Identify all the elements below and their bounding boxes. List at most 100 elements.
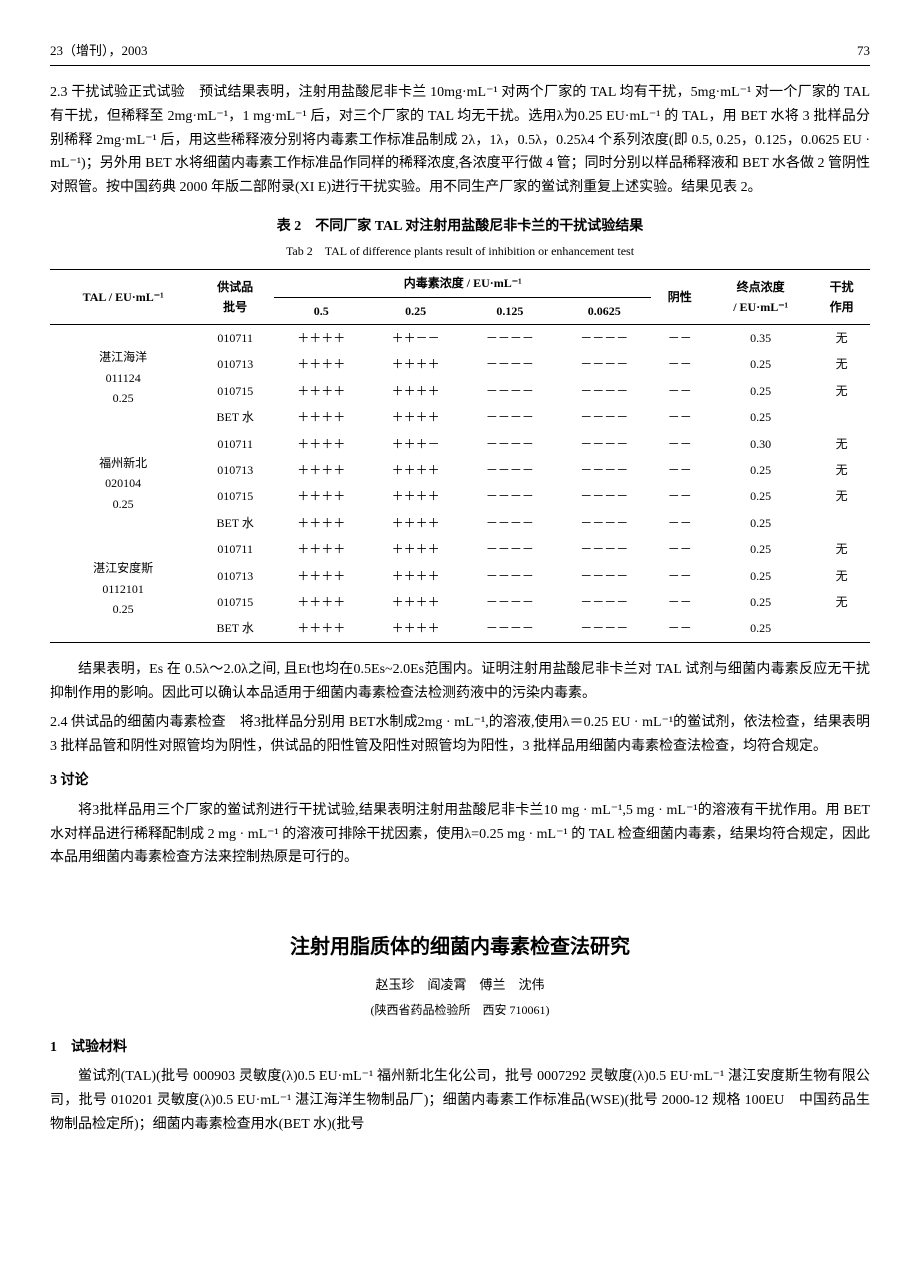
table-cell: ＋＋＋＋ xyxy=(368,536,462,562)
table-cell xyxy=(813,404,870,430)
article2-affiliation: (陕西省药品检验所 西安 710061) xyxy=(50,1000,870,1020)
table-cell: 010713 xyxy=(196,563,274,589)
table-cell: 无 xyxy=(813,378,870,404)
table-cell: ＋＋＋＋ xyxy=(368,615,462,642)
table-cell: 0.35 xyxy=(708,325,813,352)
table-cell: 无 xyxy=(813,563,870,589)
table-cell: 010711 xyxy=(196,325,274,352)
table-cell: －－－－ xyxy=(557,431,651,457)
para-2-3: 2.3 干扰试验正式试验 预试结果表明，注射用盐酸尼非卡兰 10mg·mL⁻¹ … xyxy=(50,81,870,200)
table-cell: ＋＋＋＋ xyxy=(368,457,462,483)
table-cell: －－ xyxy=(651,457,708,483)
page-header: 23（增刊），2003 73 xyxy=(50,40,870,66)
table-cell: 010713 xyxy=(196,351,274,377)
table-cell: －－－－ xyxy=(463,431,557,457)
table-cell: ＋＋＋＋ xyxy=(274,536,368,562)
table-cell: ＋＋－－ xyxy=(368,325,462,352)
table-cell: ＋＋＋＋ xyxy=(274,483,368,509)
table-cell: －－－－ xyxy=(463,510,557,536)
table-cell: －－－－ xyxy=(557,510,651,536)
table-group: 福州新北 020104 0.25 xyxy=(50,431,196,537)
table-cell: ＋＋＋＋ xyxy=(274,615,368,642)
table-cell: ＋＋＋＋ xyxy=(368,563,462,589)
table-cell: ＋＋＋＋ xyxy=(274,431,368,457)
article2-para: 鲎试剂(TAL)(批号 000903 灵敏度(λ)0.5 EU·mL⁻¹ 福州新… xyxy=(50,1065,870,1136)
table2-title-en: Tab 2 TAL of difference plants result of… xyxy=(50,241,870,261)
table-cell: ＋＋＋＋ xyxy=(368,483,462,509)
table-cell: 010715 xyxy=(196,483,274,509)
table-cell: BET 水 xyxy=(196,404,274,430)
table-cell: －－－－ xyxy=(463,325,557,352)
table-cell: ＋＋＋＋ xyxy=(274,325,368,352)
table-cell: －－－－ xyxy=(463,378,557,404)
table-cell: ＋＋＋＋ xyxy=(274,589,368,615)
table-cell: －－ xyxy=(651,589,708,615)
sec3-title: 3 讨论 xyxy=(50,769,870,793)
article2-authors: 赵玉珍 阎凌霄 傅兰 沈伟 xyxy=(50,974,870,996)
table-cell: －－－－ xyxy=(557,325,651,352)
table-cell: －－ xyxy=(651,325,708,352)
table-cell: 010715 xyxy=(196,378,274,404)
table-cell: 0.25 xyxy=(708,351,813,377)
table-cell: －－－－ xyxy=(557,615,651,642)
table-cell: 无 xyxy=(813,589,870,615)
table-cell: －－－－ xyxy=(557,589,651,615)
para-discussion: 将3批样品用三个厂家的鲎试剂进行干扰试验,结果表明注射用盐酸尼非卡兰10 mg … xyxy=(50,799,870,870)
table-cell: ＋＋＋＋ xyxy=(368,351,462,377)
table-cell: 无 xyxy=(813,325,870,352)
table-cell xyxy=(813,615,870,642)
table-cell: 010711 xyxy=(196,536,274,562)
table-cell: ＋＋＋＋ xyxy=(274,351,368,377)
table-cell: 0.25 xyxy=(708,483,813,509)
article2-title: 注射用脂质体的细菌内毒素检查法研究 xyxy=(50,930,870,964)
table-cell: ＋＋＋＋ xyxy=(368,589,462,615)
table-cell: 0.25 xyxy=(708,404,813,430)
table-cell: 0.25 xyxy=(708,457,813,483)
table-cell: ＋＋＋＋ xyxy=(274,378,368,404)
table-cell: 0.25 xyxy=(708,378,813,404)
table-cell: 0.25 xyxy=(708,536,813,562)
table-cell: －－－－ xyxy=(557,457,651,483)
table-group: 湛江安度斯 0112101 0.25 xyxy=(50,536,196,642)
table-cell: －－ xyxy=(651,431,708,457)
table-cell: －－ xyxy=(651,536,708,562)
para-2-4: 2.4 供试品的细菌内毒素检查 将3批样品分别用 BET水制成2mg · mL⁻… xyxy=(50,711,870,759)
table-cell: 无 xyxy=(813,457,870,483)
table-cell: 0.25 xyxy=(708,615,813,642)
table-cell: ＋＋＋－ xyxy=(368,431,462,457)
table-cell: －－ xyxy=(651,615,708,642)
table-cell: 无 xyxy=(813,536,870,562)
table-cell: －－－－ xyxy=(557,563,651,589)
table-cell: －－－－ xyxy=(463,589,557,615)
table-cell: ＋＋＋＋ xyxy=(368,378,462,404)
table-cell: BET 水 xyxy=(196,615,274,642)
table-cell: －－－－ xyxy=(557,404,651,430)
table-cell: ＋＋＋＋ xyxy=(368,510,462,536)
table-cell: ＋＋＋＋ xyxy=(274,563,368,589)
table-cell: 0.30 xyxy=(708,431,813,457)
table-cell: －－－－ xyxy=(463,457,557,483)
table-cell: －－－－ xyxy=(463,536,557,562)
para-result: 结果表明，Es 在 0.5λ～2.0λ之间, 且Et也均在0.5Es~2.0Es… xyxy=(50,658,870,706)
table-cell: 010713 xyxy=(196,457,274,483)
table-cell: 无 xyxy=(813,483,870,509)
table-cell: －－－－ xyxy=(463,483,557,509)
table-cell: －－－－ xyxy=(463,404,557,430)
header-left: 23（增刊），2003 xyxy=(50,40,148,62)
table2-title-cn: 表 2 不同厂家 TAL 对注射用盐酸尼非卡兰的干扰试验结果 xyxy=(50,215,870,239)
table-cell: －－－－ xyxy=(463,615,557,642)
table-cell: －－ xyxy=(651,351,708,377)
table-cell: －－ xyxy=(651,378,708,404)
table-cell: 0.25 xyxy=(708,563,813,589)
table-cell: 0.25 xyxy=(708,589,813,615)
table-cell: 无 xyxy=(813,431,870,457)
table-cell: 010711 xyxy=(196,431,274,457)
table-cell: 0.25 xyxy=(708,510,813,536)
table-cell: －－－－ xyxy=(557,536,651,562)
table-cell: －－ xyxy=(651,483,708,509)
table-group: 湛江海洋 011124 0.25 xyxy=(50,325,196,431)
table-cell: ＋＋＋＋ xyxy=(274,404,368,430)
table-cell: －－－－ xyxy=(557,378,651,404)
table-cell xyxy=(813,510,870,536)
table-cell: －－ xyxy=(651,404,708,430)
